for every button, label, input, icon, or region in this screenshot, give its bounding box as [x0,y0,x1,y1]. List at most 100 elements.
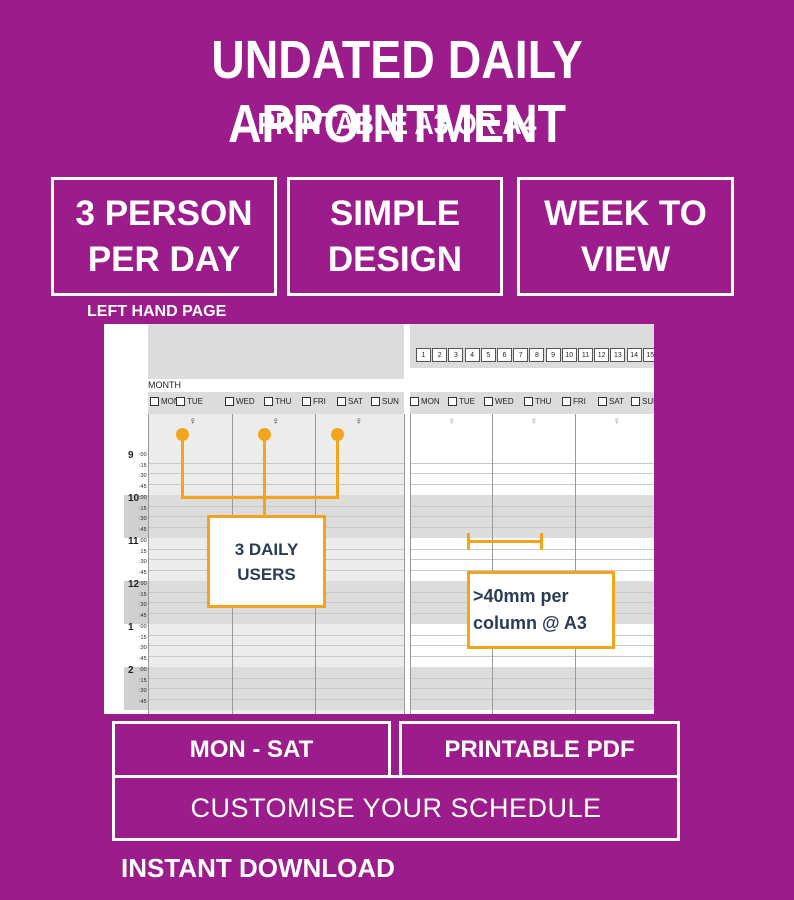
person-icon: ♀ [530,416,538,427]
day-label: THU [535,397,552,406]
customise-box: CUSTOMISE YOUR SCHEDULE [112,775,680,841]
page-subtitle: PRINTABLE A3 OR A4 [257,106,537,141]
day-label: SUN [642,397,654,406]
day-label: FRI [573,397,586,406]
person-icon: ♀ [448,416,456,427]
number-box: 14 [626,348,642,362]
hour-label: 2 [128,665,134,676]
left-hand-page-label: LEFT HAND PAGE [87,303,227,320]
user-marker [176,428,189,441]
callout-column-width: >40mm per column @ A3 [467,571,615,649]
minute-label: :30 [139,473,147,480]
planner-preview: MONTH 1 2 3 4 5 6 7 8 9 10 11 12 13 14 15 MON TUE WED THU F… [104,324,654,714]
quarter-line [410,462,654,464]
number-box: 12 [594,348,610,362]
hour-gutter [124,667,148,710]
checkbox-icon [524,397,533,407]
page-gutter [404,324,410,714]
printable-pdf-box: PRINTABLE PDF [399,721,680,778]
minute-label: :00 [139,624,147,630]
minute-label: :00 [139,581,147,587]
minute-label: :15 [139,591,147,598]
checkbox-icon [562,397,571,407]
day-checkbox: SUN [371,397,399,407]
checkbox-icon [410,397,419,407]
person-row-right [410,414,654,452]
column-line [404,414,405,714]
day-label: FRI [313,397,326,406]
minute-label: :30 [139,559,147,566]
quarter-line [410,688,654,690]
quarter-line [148,688,404,690]
quarter-line [148,645,404,647]
quarter-line [148,505,404,507]
instant-download-label: INSTANT DOWNLOAD [121,853,395,883]
hour-label: 1 [128,622,134,633]
day-label: TUE [187,397,203,406]
number-box: 15 [642,348,654,362]
minute-label: :00 [139,667,147,673]
minute-label: :45 [139,484,147,491]
feature-box-week: WEEK TO VIEW [517,177,734,296]
checkbox-icon [337,397,346,407]
minute-label: :00 [139,495,147,501]
number-box: 4 [464,348,480,362]
day-label: WED [495,397,514,406]
day-checkbox: THU [524,397,552,407]
checkbox-icon [225,397,234,407]
day-checkbox: FRI [302,397,326,407]
minute-label: :30 [139,688,147,695]
month-label: MONTH [148,380,181,390]
quarter-line [148,484,404,486]
hour-gutter [124,624,148,667]
user-marker [331,428,344,441]
connector-line [263,496,266,518]
hour-label: 10 [128,493,140,504]
number-box: 1 [416,348,431,362]
hour-gutter [124,452,148,495]
number-box: 5 [480,348,496,362]
mon-sat-box: MON - SAT [112,721,391,778]
quarter-line [148,677,404,679]
day-label: MON [161,397,180,406]
notes-header-left [148,324,404,379]
day-checkbox: SUN [631,397,654,407]
quarter-line [410,548,654,550]
column-line [492,414,493,714]
quarter-line [410,516,654,518]
hour-gutter [124,538,148,581]
number-box: 3 [448,348,464,362]
connector-line [181,496,339,499]
quarter-line [410,656,654,658]
minute-label: :15 [139,634,147,641]
day-label: MON [421,397,440,406]
number-box: 8 [529,348,545,362]
number-box: 11 [578,348,593,362]
day-checkbox: TUE [448,397,475,407]
day-label: SAT [609,397,624,406]
minute-label: :00 [139,538,147,544]
minute-label: :00 [139,452,147,458]
number-box: 2 [432,348,448,362]
feature-box-persons: 3 PERSON PER DAY [51,177,277,296]
day-label: TUE [459,397,475,406]
minute-label: :15 [139,505,147,512]
minute-label: :45 [139,570,147,577]
day-checkbox: WED [484,397,514,407]
day-checkbox: TUE [176,397,203,407]
quarter-line [410,559,654,561]
checkbox-icon [598,397,607,407]
quarter-line [148,613,404,615]
quarter-line [410,699,654,701]
hour-gutter [124,581,148,624]
minute-label: :30 [139,516,147,523]
minute-label: :45 [139,613,147,620]
quarter-line [410,473,654,475]
checkbox-icon [484,397,493,407]
day-checkbox: SAT [598,397,624,407]
quarter-line [410,570,654,572]
number-box: 6 [497,348,512,362]
hour-gutter [124,495,148,538]
day-checkbox: SAT [337,397,363,407]
column-line [148,414,149,714]
